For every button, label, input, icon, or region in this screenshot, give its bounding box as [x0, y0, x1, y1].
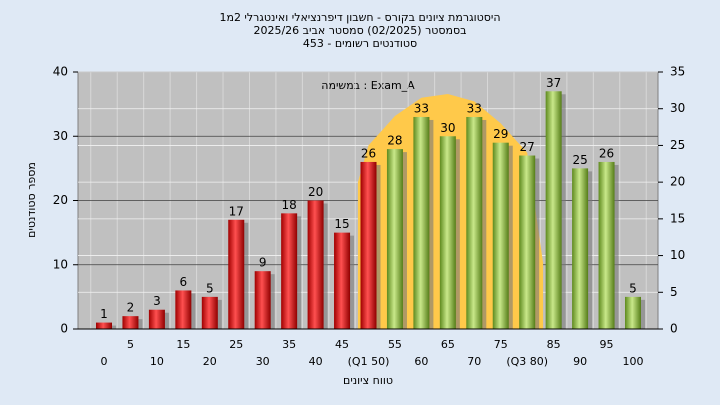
- bar: [360, 161, 377, 329]
- x-tick-label: 20: [203, 355, 217, 368]
- bar: [96, 322, 112, 329]
- value-label: 2: [127, 301, 135, 315]
- y-axis-title: מספר סטודנטים: [25, 162, 38, 238]
- x-tick-label: 5: [127, 338, 134, 351]
- value-label: 27: [520, 140, 535, 154]
- y2-tick-label: 35: [670, 65, 685, 79]
- x-tick-label: 35: [282, 338, 296, 351]
- value-label: 6: [180, 275, 188, 289]
- bar: [122, 316, 139, 329]
- x-tick-label: (Q3 80): [506, 355, 548, 368]
- x-tick-label: (Q1 50): [348, 355, 390, 368]
- bar: [519, 155, 536, 329]
- x-tick-label: 55: [388, 338, 402, 351]
- bar: [334, 232, 351, 329]
- x-tick-label: 30: [256, 355, 270, 368]
- bar: [254, 271, 271, 329]
- value-label: 15: [334, 217, 349, 231]
- bar: [466, 116, 483, 329]
- bar: [228, 219, 245, 329]
- y2-tick-label: 15: [670, 211, 685, 225]
- y-tick-label: 20: [53, 193, 68, 207]
- value-label: 5: [206, 281, 214, 295]
- x-tick-label: 70: [467, 355, 481, 368]
- bar: [492, 142, 509, 329]
- bar: [148, 309, 165, 329]
- value-label: 26: [599, 146, 614, 160]
- y-tick-label: 30: [53, 129, 68, 143]
- bar: [201, 296, 218, 329]
- value-label: 33: [467, 101, 482, 115]
- value-label: 17: [229, 204, 244, 218]
- bar: [598, 161, 615, 329]
- value-label: 33: [414, 101, 429, 115]
- value-label: 3: [153, 294, 161, 308]
- value-label: 18: [282, 198, 297, 212]
- y2-tick-label: 25: [670, 138, 685, 152]
- value-label: 25: [572, 153, 587, 167]
- value-label: 1: [100, 307, 108, 321]
- x-tick-label: 40: [309, 355, 323, 368]
- x-tick-label: 65: [441, 338, 455, 351]
- title-line: היסטוגרמת ציונים בקורס - חשבון דיפרנציאל…: [219, 11, 500, 24]
- x-tick-label: 60: [414, 355, 428, 368]
- y2-tick-label: 10: [670, 248, 685, 262]
- bar: [545, 91, 562, 330]
- x-tick-label: 0: [101, 355, 108, 368]
- bar: [572, 168, 589, 329]
- value-label: 5: [629, 281, 637, 295]
- title-line: סטודנטים רשומים - 453: [303, 37, 417, 50]
- x-tick-label: 90: [573, 355, 587, 368]
- bar: [281, 213, 298, 329]
- y2-tick-label: 5: [670, 285, 678, 299]
- x-tick-label: 10: [150, 355, 164, 368]
- y2-tick-label: 20: [670, 175, 685, 189]
- bar: [386, 149, 403, 329]
- title-line: בסמסטר (02/2025) סמסטר אביב 2025/26: [253, 24, 466, 37]
- bar: [439, 136, 456, 329]
- annotation: במשימה : Exam_A: [321, 79, 415, 92]
- x-tick-label: 75: [494, 338, 508, 351]
- bar: [175, 290, 192, 329]
- y-tick-label: 0: [60, 322, 68, 336]
- x-tick-label: 85: [547, 338, 561, 351]
- value-label: 37: [546, 76, 561, 90]
- x-tick-label: 25: [229, 338, 243, 351]
- x-axis-title: טווח ציונים: [343, 374, 393, 387]
- y-tick-label: 10: [53, 257, 68, 271]
- value-label: 20: [308, 185, 323, 199]
- y-tick-label: 40: [53, 65, 68, 79]
- value-label: 28: [387, 134, 402, 148]
- bar: [307, 200, 324, 329]
- value-label: 29: [493, 127, 508, 141]
- value-label: 9: [259, 256, 267, 270]
- x-tick-label: 45: [335, 338, 349, 351]
- bar: [625, 296, 641, 329]
- x-tick-label: 95: [600, 338, 614, 351]
- y2-tick-label: 30: [670, 101, 685, 115]
- value-label: 30: [440, 121, 455, 135]
- x-tick-label: 100: [623, 355, 644, 368]
- x-tick-label: 15: [176, 338, 190, 351]
- y2-tick-label: 0: [670, 322, 678, 336]
- bar: [413, 116, 430, 329]
- value-label: 26: [361, 146, 376, 160]
